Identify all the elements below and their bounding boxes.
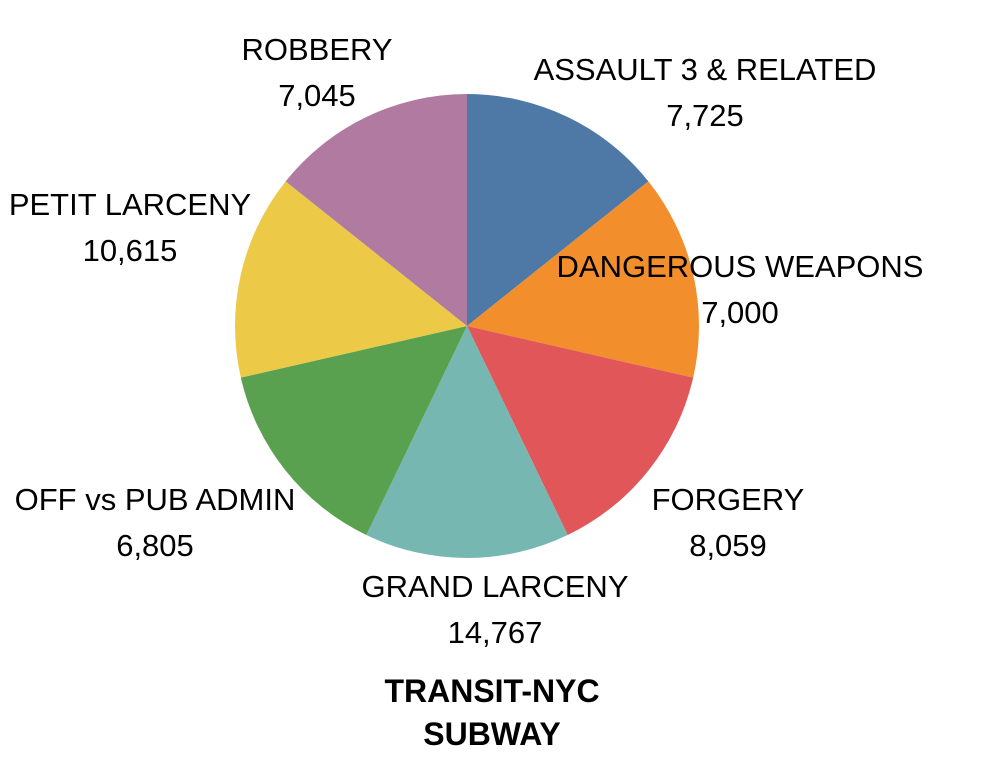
slice-value-label: 7,045 [278,78,356,113]
slice-label-forgery: FORGERY 8,059 [652,482,805,563]
slice-label-off-vs-pub-admin: OFF vs PUB ADMIN 6,805 [15,482,296,563]
slice-value-label: 7,725 [666,98,744,133]
slice-category-label: ASSAULT 3 & RELATED [534,52,877,87]
slice-category-label: PETIT LARCENY [9,187,251,222]
slice-label-petit-larceny: PETIT LARCENY 10,615 [9,187,251,268]
pie-slice-petit-larceny [235,181,467,378]
slice-value-label: 8,059 [689,528,767,563]
pie-slice-off-vs-pub-admin [240,326,467,536]
pie-slice-robbery [285,94,467,326]
pie-slice-forgery [467,326,694,536]
pie-slices [235,94,699,558]
slice-label-dangerous-weapons: DANGEROUS WEAPONS 7,000 [557,249,924,330]
slice-label-assault-3-related: ASSAULT 3 & RELATED 7,725 [534,52,877,133]
slice-category-label: FORGERY [652,482,805,517]
slice-label-grand-larceny: GRAND LARCENY 14,767 [362,569,629,650]
slice-value-label: 14,767 [448,615,543,650]
slice-value-label: 6,805 [116,528,194,563]
pie-slice-grand-larceny [366,326,568,558]
slice-label-robbery: ROBBERY 7,045 [241,32,392,113]
slice-category-label: DANGEROUS WEAPONS [557,249,924,284]
chart-title: TRANSIT-NYC SUBWAY [384,673,600,752]
pie-slice-assault-3-related [467,94,649,326]
slice-category-label: ROBBERY [241,32,392,67]
pie-slice-dangerous-weapons [467,181,699,378]
slice-category-label: GRAND LARCENY [362,569,629,604]
slice-labels: ASSAULT 3 & RELATED 7,725 DANGEROUS WEAPON… [9,32,924,650]
slice-value-label: 7,000 [701,295,779,330]
slice-value-label: 10,615 [83,233,178,268]
slice-category-label: OFF vs PUB ADMIN [15,482,296,517]
